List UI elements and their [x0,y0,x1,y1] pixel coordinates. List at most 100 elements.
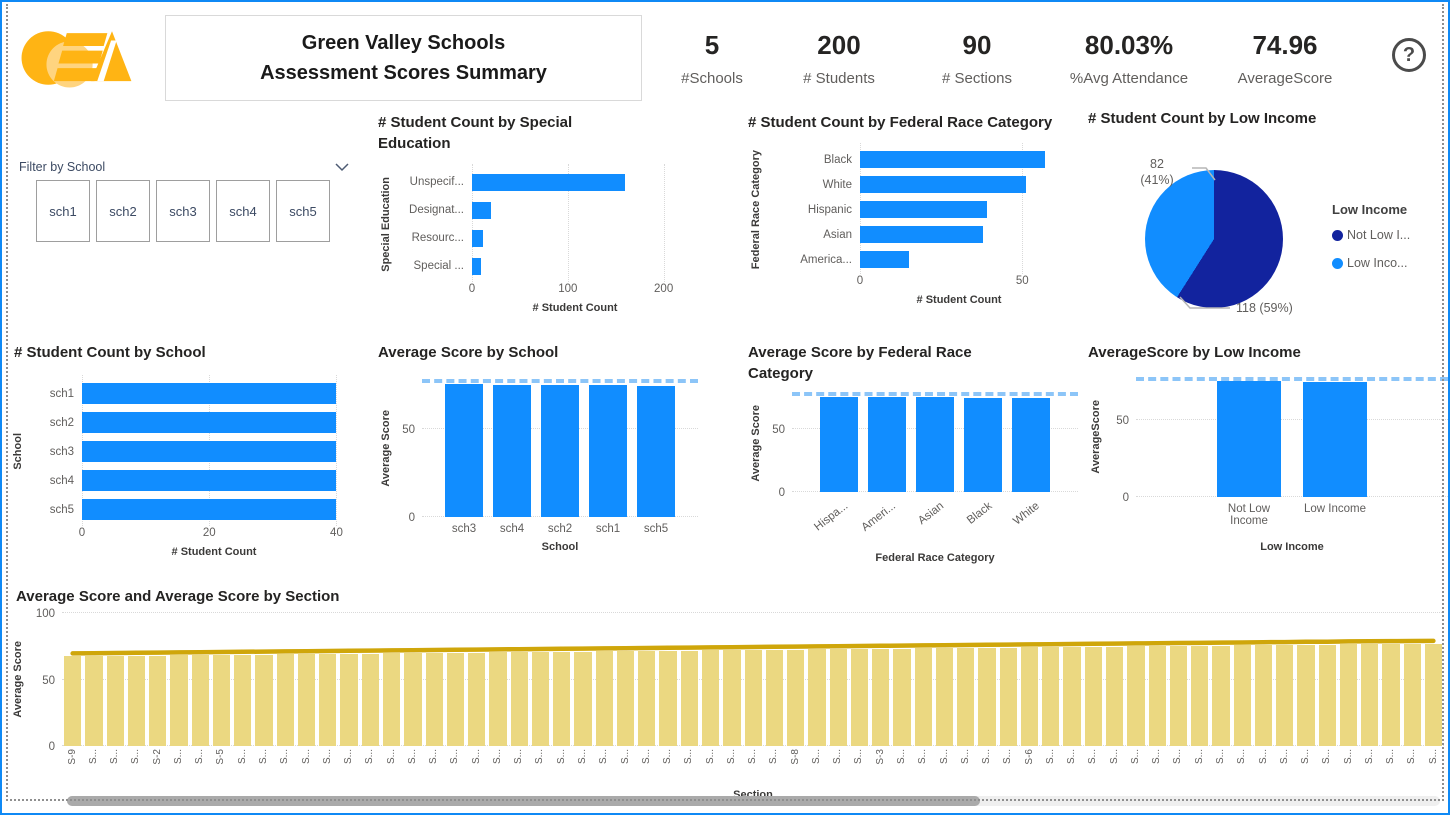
bar-S...-20[interactable] [489,652,507,746]
bar-S...-47[interactable] [1063,647,1081,746]
bar-sch3[interactable] [445,384,483,517]
bar-S...-50[interactable] [1127,646,1145,746]
bar-S...-46[interactable] [1042,647,1060,746]
bar-Black[interactable] [964,397,1002,492]
bar-Hispanic[interactable] [860,201,987,218]
bar-S...-41[interactable] [935,648,954,746]
legend-item-not-low-income[interactable]: Not Low I... [1332,228,1410,242]
bar-S...-18[interactable] [446,652,465,746]
bar-S...-12[interactable] [319,653,337,746]
bar-S...-59[interactable] [1318,644,1336,746]
bar-S...-61[interactable] [1361,644,1379,746]
bar-S...-23[interactable] [553,651,571,746]
bar-S...-42[interactable] [957,647,975,746]
bar-S...-30[interactable] [701,650,720,746]
bar-Special ...[interactable] [472,257,481,275]
bar-sch5[interactable] [637,385,675,517]
bar-S...-31[interactable] [723,650,741,746]
bar-S...-63[interactable] [1403,644,1421,746]
bar-S...-43[interactable] [978,647,996,746]
bar-S...-16[interactable] [404,653,422,746]
bar-Unspecif...[interactable] [472,173,626,191]
bar-S...-29[interactable] [680,650,698,746]
bar-S...-5[interactable] [170,655,188,746]
bar-Ameri...[interactable] [868,396,906,492]
bar-S...-37[interactable] [850,649,869,746]
bar-S...-55[interactable] [1233,645,1251,746]
bar-S...-6[interactable] [191,655,209,746]
bar-S...-21[interactable] [510,652,528,746]
legend-item-low-income[interactable]: Low Inco... [1332,256,1407,270]
bar-S...-36[interactable] [829,649,847,746]
bar-S...-25[interactable] [595,651,613,746]
pie-not-low-income[interactable] [1145,170,1283,308]
bar-sch1[interactable] [589,385,627,517]
bar-Hispa...[interactable] [820,396,858,492]
bar-S...-49[interactable] [1106,646,1124,746]
bar-Black[interactable] [860,151,1046,168]
bar-S...-17[interactable] [425,653,443,746]
bar-America...[interactable] [860,251,909,268]
bar-sch4[interactable] [82,470,337,491]
bar-S...-14[interactable] [361,653,379,746]
bar-S...-27[interactable] [638,651,656,746]
bar-Asian[interactable] [916,397,954,492]
slicer-item-sch4[interactable]: sch4 [216,180,270,242]
bar-S...-53[interactable] [1191,645,1209,746]
bar-S...-24[interactable] [574,651,592,746]
bar-S-3-38[interactable] [872,648,890,746]
bar-S-8-34[interactable] [787,649,805,746]
slicer-item-sch2[interactable]: sch2 [96,180,150,242]
bar-White[interactable] [860,176,1026,193]
bar-S-6-45[interactable] [1020,647,1039,746]
slicer-item-sch3[interactable]: sch3 [156,180,210,242]
bar-Low Income[interactable] [1303,382,1367,497]
bar-S...-15[interactable] [382,653,401,746]
bar-S...-44[interactable] [999,647,1017,746]
bar-S...-52[interactable] [1169,645,1188,746]
bar-S...-35[interactable] [808,649,826,746]
bar-S...-33[interactable] [765,649,784,746]
slicer-item-sch5[interactable]: sch5 [276,180,330,242]
bar-sch5[interactable] [82,499,337,520]
bar-sch3[interactable] [82,441,337,462]
bar-S...-64[interactable] [1425,643,1443,746]
bar-S...-1[interactable] [85,656,103,746]
bar-S...-60[interactable] [1339,644,1358,746]
bar-Not Low Income[interactable] [1217,381,1281,497]
bar-S...-56[interactable] [1254,645,1273,746]
bar-S...-32[interactable] [744,649,762,746]
bar-S...-26[interactable] [616,651,635,746]
bar-S...-48[interactable] [1084,646,1103,746]
slicer-item-sch1[interactable]: sch1 [36,180,90,242]
bar-S...-3[interactable] [127,655,146,746]
bar-sch1[interactable] [82,383,337,404]
bar-S-2-4[interactable] [149,655,167,746]
help-icon[interactable]: ? [1392,38,1426,72]
bar-S...-13[interactable] [340,653,358,746]
bar-Asian[interactable] [860,226,984,243]
bar-White[interactable] [1012,397,1050,492]
bar-S...-9[interactable] [255,654,273,746]
bar-S...-11[interactable] [297,654,316,746]
bar-S...-19[interactable] [468,652,486,746]
bar-S...-22[interactable] [531,651,550,746]
bar-S...-58[interactable] [1297,644,1315,746]
chevron-down-icon[interactable] [335,162,349,172]
bar-S...-39[interactable] [893,648,911,746]
bar-S...-62[interactable] [1382,644,1400,746]
bar-sch2[interactable] [541,385,579,517]
bar-S-9-0[interactable] [64,656,82,746]
bar-S-5-7[interactable] [212,655,231,746]
bar-S...-40[interactable] [914,648,932,746]
bar-S...-28[interactable] [659,650,677,746]
bar-S...-8[interactable] [234,654,252,746]
bar-S...-10[interactable] [276,654,294,746]
bar-S...-57[interactable] [1276,645,1294,746]
bar-sch4[interactable] [493,384,531,517]
bar-S...-54[interactable] [1212,645,1230,746]
horizontal-scrollbar-thumb[interactable] [67,796,980,806]
bar-S...-2[interactable] [106,655,124,746]
bar-S...-51[interactable] [1148,646,1166,746]
bar-Resourc...[interactable] [472,229,483,247]
